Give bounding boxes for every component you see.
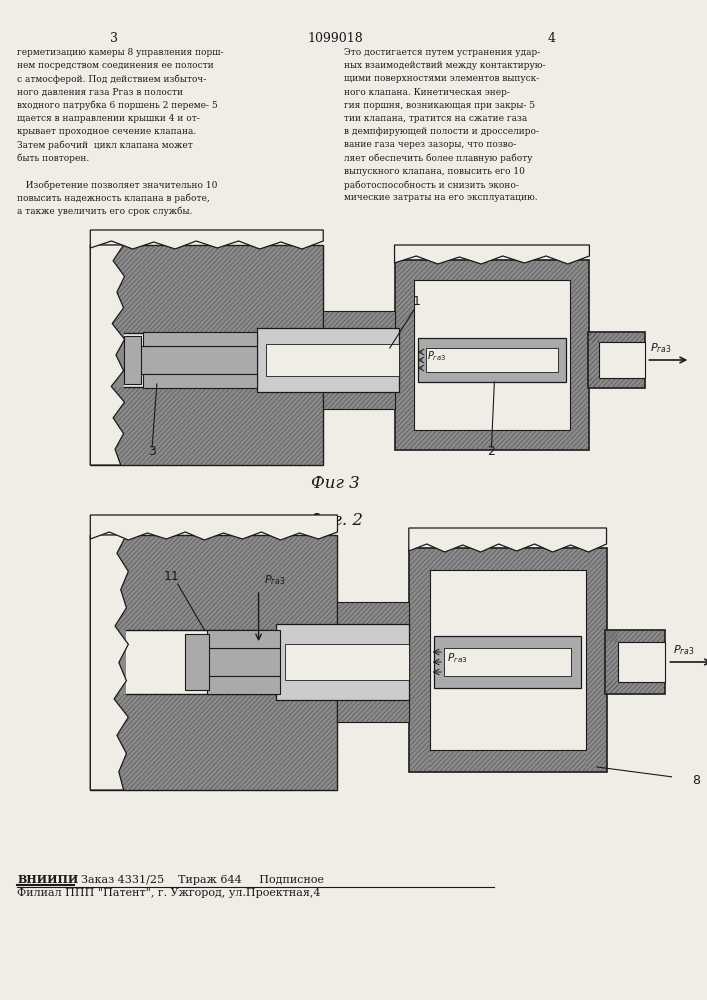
Text: ляет обеспечить более плавную работу: ляет обеспечить более плавную работу	[344, 154, 532, 163]
Text: Фиг. 2: Фиг. 2	[308, 512, 363, 529]
Text: Фиг 3: Фиг 3	[311, 475, 360, 492]
FancyBboxPatch shape	[143, 332, 257, 346]
FancyBboxPatch shape	[207, 630, 281, 648]
FancyBboxPatch shape	[414, 280, 571, 430]
FancyBboxPatch shape	[444, 648, 571, 676]
Text: Затем рабочий  цикл клапана может: Затем рабочий цикл клапана может	[17, 140, 193, 150]
Polygon shape	[90, 515, 337, 540]
FancyBboxPatch shape	[190, 648, 281, 676]
Text: 2: 2	[488, 445, 496, 458]
Text: в демпфирующей полости и дросселиро-: в демпфирующей полости и дросселиро-	[344, 127, 539, 136]
FancyBboxPatch shape	[323, 311, 395, 333]
Text: вание газа через зазоры, что позво-: вание газа через зазоры, что позво-	[344, 140, 516, 149]
FancyBboxPatch shape	[337, 694, 409, 722]
FancyBboxPatch shape	[618, 642, 665, 682]
Polygon shape	[90, 535, 129, 790]
FancyBboxPatch shape	[129, 346, 257, 374]
Text: Изобретение позволяет значительно 10: Изобретение позволяет значительно 10	[17, 180, 218, 190]
Text: Заказ 4331/25    Тираж 644     Подписное: Заказ 4331/25 Тираж 644 Подписное	[74, 875, 324, 885]
Text: 4: 4	[547, 32, 556, 45]
FancyBboxPatch shape	[409, 548, 607, 772]
FancyBboxPatch shape	[143, 374, 257, 388]
Polygon shape	[395, 245, 590, 264]
Text: крывает проходное сечение клапана.: крывает проходное сечение клапана.	[17, 127, 197, 136]
FancyBboxPatch shape	[285, 644, 409, 680]
FancyBboxPatch shape	[395, 260, 590, 450]
Text: повысить надежность клапана в работе,: повысить надежность клапана в работе,	[17, 193, 210, 203]
FancyBboxPatch shape	[207, 676, 281, 694]
Text: с атмосферой. Под действием избыточ-: с атмосферой. Под действием избыточ-	[17, 74, 206, 84]
Text: выпускного клапана, повысить его 10: выпускного клапана, повысить его 10	[344, 167, 525, 176]
FancyBboxPatch shape	[599, 342, 645, 378]
FancyBboxPatch shape	[267, 344, 399, 376]
FancyBboxPatch shape	[426, 348, 558, 372]
Text: 3: 3	[110, 32, 118, 45]
FancyBboxPatch shape	[90, 245, 323, 465]
Text: ного клапана. Кинетическая энер-: ного клапана. Кинетическая энер-	[344, 88, 510, 97]
Text: быть повторен.: быть повторен.	[17, 154, 89, 163]
Text: тии клапана, тратится на сжатие газа: тии клапана, тратится на сжатие газа	[344, 114, 527, 123]
Polygon shape	[90, 245, 124, 465]
FancyBboxPatch shape	[124, 336, 141, 384]
FancyBboxPatch shape	[419, 338, 566, 382]
Text: щается в направлении крышки 4 и от-: щается в направлении крышки 4 и от-	[17, 114, 200, 123]
FancyBboxPatch shape	[337, 602, 409, 630]
FancyBboxPatch shape	[127, 630, 337, 694]
FancyBboxPatch shape	[276, 624, 409, 700]
Text: щими поверхностями элементов выпуск-: щими поверхностями элементов выпуск-	[344, 74, 539, 83]
Text: нем посредством соединения ее полости: нем посредством соединения ее полости	[17, 61, 214, 70]
Text: 3: 3	[148, 445, 156, 458]
FancyBboxPatch shape	[588, 332, 645, 388]
Polygon shape	[409, 528, 607, 552]
Text: ных взаимодействий между контактирую-: ных взаимодействий между контактирую-	[344, 61, 546, 70]
Text: 8: 8	[692, 774, 700, 787]
Text: гия поршня, возникающая при закры- 5: гия поршня, возникающая при закры- 5	[344, 101, 535, 110]
Text: $\mathit{P_{га3}}$: $\mathit{P_{га3}}$	[264, 573, 286, 587]
FancyBboxPatch shape	[185, 634, 209, 690]
FancyBboxPatch shape	[124, 333, 323, 387]
Text: 1099018: 1099018	[308, 32, 363, 45]
Text: Это достигается путем устранения удар-: Это достигается путем устранения удар-	[344, 48, 540, 57]
FancyBboxPatch shape	[604, 630, 665, 694]
Text: ВНИИПИ: ВНИИПИ	[17, 874, 78, 885]
FancyBboxPatch shape	[430, 570, 585, 750]
Text: Филиал ППП "Патент", г. Ужгород, ул.Проектная,4: Филиал ППП "Патент", г. Ужгород, ул.Прое…	[17, 888, 320, 898]
FancyBboxPatch shape	[257, 328, 399, 392]
Text: мические затраты на его эксплуатацию.: мические затраты на его эксплуатацию.	[344, 193, 538, 202]
Text: работоспособность и снизить эконо-: работоспособность и снизить эконо-	[344, 180, 519, 190]
Text: 11: 11	[163, 570, 179, 583]
Text: $\mathit{P_{га3}}$: $\mathit{P_{га3}}$	[650, 341, 672, 355]
Text: $\mathit{P_{га3}}$: $\mathit{P_{га3}}$	[447, 651, 467, 665]
Text: а также увеличить его срок службы.: а также увеличить его срок службы.	[17, 206, 192, 216]
Text: входного патрубка 6 поршень 2 переме- 5: входного патрубка 6 поршень 2 переме- 5	[17, 101, 218, 110]
Text: герметизацию камеры 8 управления порш-: герметизацию камеры 8 управления порш-	[17, 48, 223, 57]
FancyBboxPatch shape	[90, 535, 337, 790]
Polygon shape	[90, 230, 323, 249]
Text: $\mathit{P_{га3}}$: $\mathit{P_{га3}}$	[427, 349, 446, 363]
FancyBboxPatch shape	[435, 636, 581, 688]
Text: ного давления газа Pгаз в полости: ного давления газа Pгаз в полости	[17, 88, 183, 97]
FancyBboxPatch shape	[323, 387, 395, 409]
Text: $\mathit{P_{га3}}$: $\mathit{P_{га3}}$	[673, 643, 695, 657]
Text: 1: 1	[412, 295, 421, 308]
